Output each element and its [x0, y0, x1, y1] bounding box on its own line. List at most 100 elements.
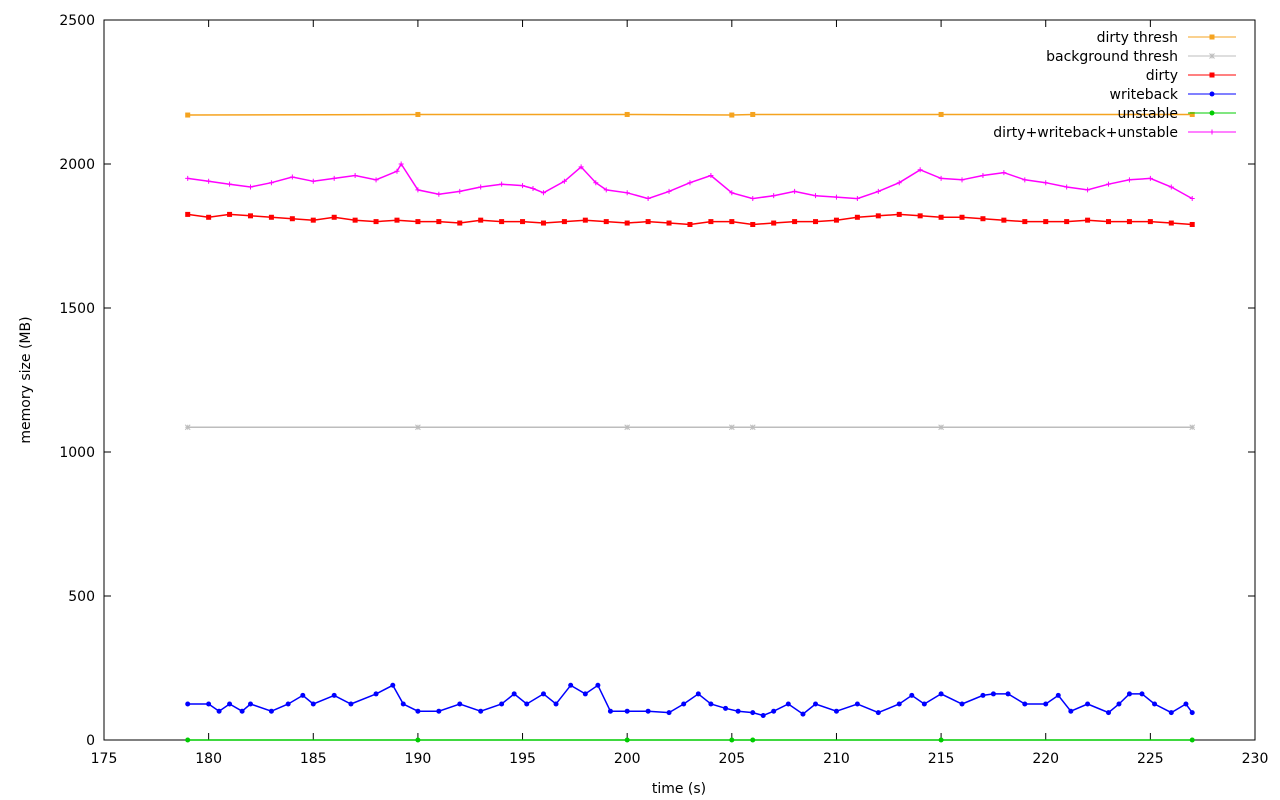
data-point-writeback [760, 713, 766, 719]
data-point-dirty [1085, 217, 1091, 223]
data-point-dirty-writeback-unstable [1001, 170, 1007, 176]
data-point-dirty-writeback-unstable [415, 187, 421, 193]
y-tick-label: 2500 [59, 13, 95, 29]
data-point-background-thresh [728, 424, 735, 431]
data-point-writeback [875, 710, 881, 716]
data-point-writeback [268, 708, 274, 714]
legend-label-writeback: writeback [1110, 87, 1179, 103]
data-point-dirty-writeback-unstable [373, 177, 379, 183]
data-point-dirty-writeback-unstable [520, 183, 526, 189]
data-point-dirty-thresh [938, 111, 944, 117]
data-point-writeback [695, 691, 701, 697]
data-point-writeback [568, 682, 574, 688]
data-point-writeback [553, 701, 559, 707]
data-point-dirty [813, 219, 819, 225]
data-point-writeback [285, 701, 291, 707]
legend-label-dirty-writeback-unstable: dirty+writeback+unstable [993, 125, 1178, 141]
data-point-writeback [216, 708, 222, 714]
data-point-writeback [771, 708, 777, 714]
series-dirty-thresh [185, 111, 1195, 118]
data-point-dirty-writeback-unstable [896, 180, 902, 186]
data-point-dirty-writeback-unstable [687, 180, 693, 186]
data-point-writeback [499, 701, 505, 707]
y-tick-label: 0 [86, 733, 95, 749]
data-point-writeback [645, 708, 651, 714]
legend-item-dirty-thresh: dirty thresh [1097, 30, 1236, 46]
data-point-writeback [227, 701, 233, 707]
data-point-writeback [896, 701, 902, 707]
y-axis-label: memory size (MB) [18, 316, 34, 443]
x-axis-label: time (s) [652, 781, 706, 797]
data-point-dirty-writeback-unstable [1085, 187, 1091, 193]
data-point-dirty [436, 219, 442, 225]
data-point-dirty-writeback-unstable [1147, 175, 1153, 181]
series-line-dirty-writeback-unstable [187, 162, 1193, 200]
data-point-dirty [729, 219, 735, 225]
x-tick-label: 210 [823, 751, 850, 767]
data-point-dirty [520, 219, 526, 225]
data-point-dirty [854, 214, 860, 220]
data-point-dirty-writeback-unstable [771, 193, 777, 199]
data-point-dirty-writeback-unstable [540, 190, 546, 196]
data-point-dirty-writeback-unstable [959, 177, 965, 183]
data-point-dirty-writeback-unstable [624, 190, 630, 196]
data-point-writeback [300, 692, 306, 698]
data-point-writeback [735, 708, 741, 714]
data-point-dirty-writeback-unstable [729, 190, 735, 196]
legend: dirty thresh background thresh dirty writeb… [993, 30, 1236, 141]
legend-label-dirty-thresh: dirty thresh [1097, 30, 1178, 46]
x-tick-label: 225 [1137, 751, 1164, 767]
data-point-unstable [624, 737, 630, 743]
data-point-writeback [348, 701, 354, 707]
data-point-dirty [1168, 220, 1174, 226]
data-point-writeback [436, 708, 442, 714]
data-point-dirty [917, 213, 923, 219]
data-point-dirty-writeback-unstable [206, 178, 212, 184]
data-point-unstable [750, 737, 756, 743]
data-point-dirty-writeback-unstable [457, 188, 463, 194]
data-point-dirty-writeback-unstable [289, 174, 295, 180]
y-tick-label: 500 [68, 589, 95, 605]
data-point-dirty [1043, 219, 1049, 225]
data-point-dirty [708, 219, 714, 225]
data-point-unstable [415, 737, 421, 743]
data-point-dirty-writeback-unstable [645, 196, 651, 202]
data-point-writeback [607, 708, 613, 714]
data-point-dirty [1064, 219, 1070, 225]
data-point-writeback [1043, 701, 1049, 707]
data-point-dirty [771, 220, 777, 226]
data-point-background-thresh [184, 424, 191, 431]
data-point-dirty-writeback-unstable [185, 175, 191, 181]
data-point-dirty [645, 219, 651, 225]
data-point-writeback [666, 710, 672, 716]
legend-marker-background-thresh [1209, 53, 1215, 59]
data-point-writeback [681, 701, 687, 707]
legend-item-writeback: writeback [1110, 87, 1236, 103]
data-point-dirty-writeback-unstable [1064, 184, 1070, 190]
data-point-dirty-writeback-unstable [398, 161, 404, 167]
data-point-dirty [331, 214, 337, 220]
data-point-dirty [896, 211, 902, 217]
data-point-writeback [390, 682, 396, 688]
legend-label-background-thresh: background thresh [1046, 49, 1178, 65]
data-point-dirty [394, 217, 400, 223]
data-point-dirty [938, 214, 944, 220]
data-point-writeback [540, 691, 546, 697]
series-layer [184, 111, 1196, 743]
data-point-writeback [624, 708, 630, 714]
data-point-dirty [1189, 221, 1195, 227]
data-point-dirty-writeback-unstable [499, 181, 505, 187]
series-writeback [185, 682, 1195, 719]
data-point-dirty-writeback-unstable [247, 184, 253, 190]
data-point-dirty [373, 219, 379, 225]
data-point-writeback [524, 701, 530, 707]
data-point-dirty-writeback-unstable [603, 187, 609, 193]
legend-marker-dirty-thresh [1209, 34, 1215, 40]
data-point-dirty-writeback-unstable [530, 185, 536, 191]
data-point-dirty-thresh [624, 111, 630, 117]
legend-marker-dirty-writeback-unstable [1209, 129, 1215, 135]
data-point-dirty-writeback-unstable [980, 173, 986, 179]
x-tick-label: 190 [405, 751, 432, 767]
data-point-writeback [239, 708, 245, 714]
